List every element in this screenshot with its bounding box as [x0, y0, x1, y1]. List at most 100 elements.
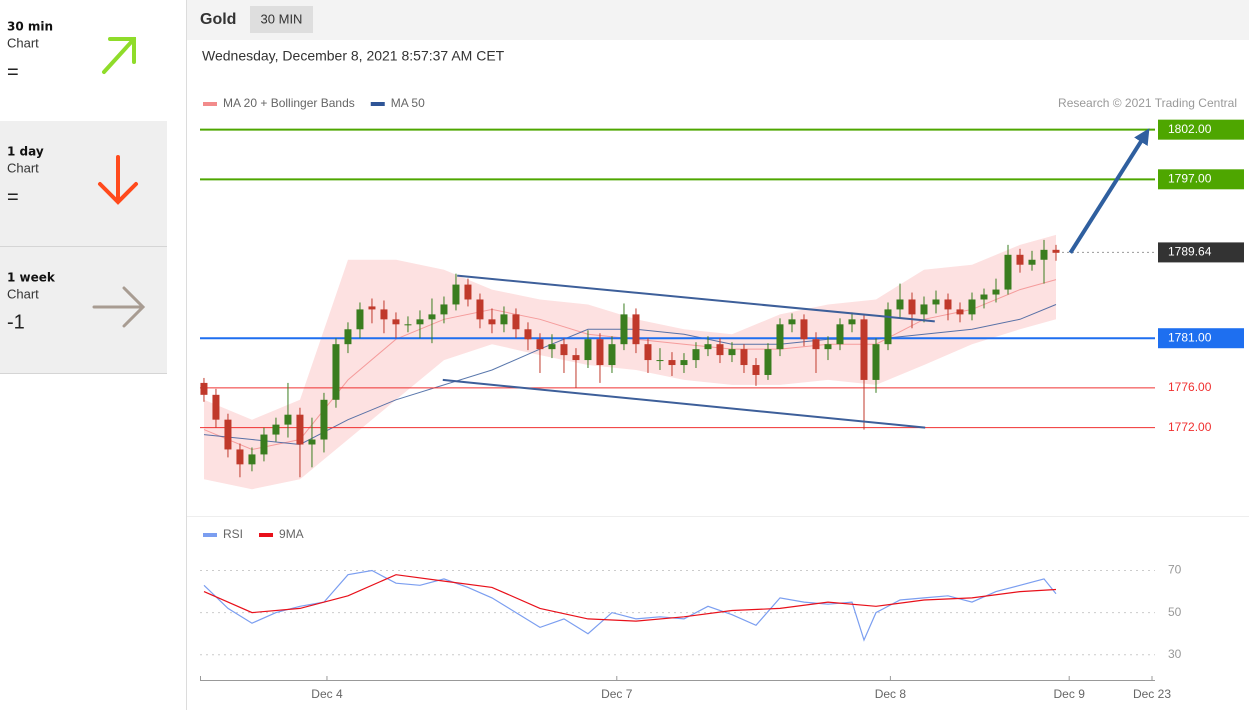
- candle-body: [836, 324, 844, 345]
- candle-body: [740, 349, 748, 366]
- candle-body: [704, 344, 712, 350]
- candle-body: [896, 299, 904, 310]
- candle-body: [692, 349, 700, 361]
- candle-body: [752, 365, 760, 375]
- period-title: 1 day: [7, 145, 44, 159]
- candle-body: [260, 434, 268, 455]
- signal: =: [7, 61, 19, 83]
- candle-body: [1040, 249, 1048, 260]
- candle-body: [212, 394, 220, 420]
- candle-body: [956, 309, 964, 315]
- arrow-up-right: [102, 37, 136, 74]
- arrow-down: [98, 155, 138, 205]
- candle-body: [356, 309, 364, 330]
- signal: -1: [7, 311, 25, 333]
- y-tick-label: 50: [1168, 605, 1182, 619]
- period-subtitle: Chart: [7, 286, 39, 301]
- legend-label: MA 20 + Bollinger Bands: [223, 96, 355, 110]
- level-label: 1802.00: [1168, 122, 1212, 136]
- candle-body: [236, 449, 244, 465]
- trendline: [457, 274, 935, 323]
- x-tick-label: Dec 8: [875, 687, 907, 701]
- candle-body: [380, 309, 388, 320]
- candle-body: [464, 284, 472, 300]
- candle-body: [632, 314, 640, 345]
- candle-body: [1052, 249, 1060, 253]
- indicator-line: [203, 569, 1057, 642]
- candle-body: [872, 344, 880, 380]
- legend-label: MA 50: [391, 96, 425, 110]
- level-label: 1797.00: [1168, 171, 1212, 185]
- legend-swatch: [203, 102, 217, 106]
- candle-body: [488, 319, 496, 325]
- legend-label: 9MA: [279, 527, 304, 541]
- candle-body: [992, 289, 1000, 295]
- candle-body: [344, 329, 352, 345]
- candle-body: [284, 414, 292, 425]
- candle-body: [944, 299, 952, 310]
- signal: =: [7, 186, 19, 208]
- y-tick-label: 70: [1168, 563, 1182, 577]
- target-arrow: [1068, 128, 1150, 254]
- candle-body: [368, 306, 376, 310]
- candle-body: [980, 294, 988, 300]
- candle-body: [332, 344, 340, 400]
- candle-body: [584, 339, 592, 361]
- header-bar: [187, 0, 1249, 40]
- candle-body: [932, 299, 940, 305]
- legend-label: RSI: [223, 527, 243, 541]
- period-subtitle: Chart: [7, 35, 39, 50]
- trendline: [442, 378, 926, 429]
- level-label-box: [1158, 119, 1244, 140]
- candle-body: [764, 349, 772, 375]
- candle-body: [680, 360, 688, 366]
- candle-body: [656, 360, 664, 362]
- timeframe[interactable]: 30 MIN: [261, 11, 303, 26]
- candle-body: [644, 344, 652, 361]
- candle-body: [272, 424, 280, 435]
- sidebar-panel[interactable]: [0, 121, 167, 247]
- candle-body: [452, 284, 460, 305]
- candle-body: [920, 304, 928, 315]
- candle-body: [848, 319, 856, 325]
- sidebar-panel[interactable]: [0, 0, 167, 121]
- candle-body: [536, 339, 544, 350]
- candle-body: [320, 399, 328, 440]
- candle-body: [716, 344, 724, 356]
- level-label-box: [1158, 242, 1244, 263]
- candle-body: [560, 344, 568, 356]
- candle-body: [416, 319, 424, 325]
- candle-body: [392, 319, 400, 325]
- candle-body: [1016, 254, 1024, 265]
- candle-body: [512, 314, 520, 330]
- candle-body: [824, 344, 832, 350]
- candle-body: [1004, 254, 1012, 290]
- timeframe-button[interactable]: [250, 6, 313, 33]
- candle-body: [608, 344, 616, 366]
- candle-body: [296, 414, 304, 445]
- candle-body: [476, 299, 484, 320]
- candle-body: [968, 299, 976, 315]
- x-tick-label: Dec 9: [1054, 687, 1086, 701]
- candle-body: [428, 314, 436, 320]
- candle-body: [908, 299, 916, 315]
- candle-body: [308, 439, 316, 445]
- period-title: 1 week: [7, 271, 56, 285]
- x-tick-label: Dec 23: [1133, 687, 1171, 701]
- candle-body: [800, 319, 808, 340]
- candle-body: [788, 319, 796, 325]
- candle-body: [500, 314, 508, 325]
- candle-body: [440, 304, 448, 315]
- candle-body: [728, 349, 736, 356]
- legend-swatch: [259, 533, 274, 537]
- candle-body: [548, 344, 556, 350]
- instrument-title: Gold: [200, 11, 236, 28]
- candle-body: [596, 339, 604, 366]
- level-label: 1789.64: [1168, 245, 1212, 259]
- timestamp: Wednesday, December 8, 2021 8:57:37 AM C…: [202, 48, 505, 64]
- candle-body: [812, 339, 820, 350]
- credit: Research © 2021 Trading Central: [1058, 96, 1237, 110]
- legend-swatch: [203, 533, 217, 537]
- candle-body: [668, 360, 676, 366]
